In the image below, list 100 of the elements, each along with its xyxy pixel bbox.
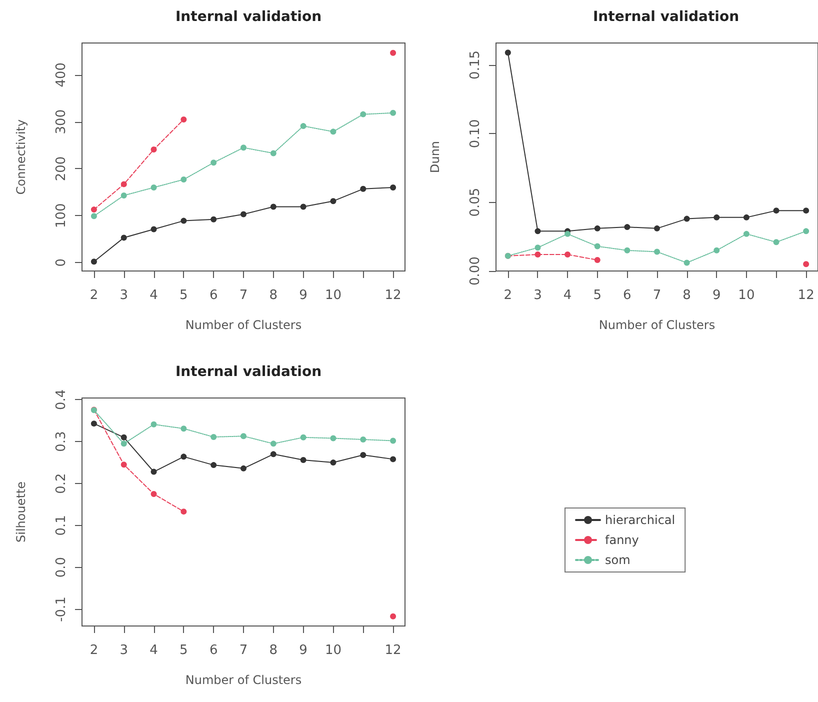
point bbox=[534, 228, 541, 234]
x-tick-label: 5 bbox=[180, 643, 188, 658]
y-axis-title: Silhouette bbox=[14, 481, 28, 543]
x-tick-label: 10 bbox=[738, 288, 755, 303]
x-tick-label: 8 bbox=[269, 288, 278, 303]
point bbox=[714, 247, 720, 254]
y-tick-label: 200 bbox=[54, 156, 69, 182]
point bbox=[504, 50, 511, 56]
legend-label: hierarchical bbox=[605, 513, 676, 527]
point bbox=[773, 239, 780, 246]
point bbox=[180, 176, 187, 183]
x-tick-label: 3 bbox=[534, 288, 542, 303]
point bbox=[90, 420, 97, 427]
x-tick-label: 6 bbox=[209, 288, 218, 303]
x-tick-label: 4 bbox=[150, 288, 158, 303]
point bbox=[594, 257, 600, 264]
y-tick-label: 300 bbox=[54, 109, 69, 134]
point bbox=[684, 216, 690, 222]
x-tick-label: 8 bbox=[682, 288, 691, 303]
point bbox=[654, 248, 660, 255]
point bbox=[390, 456, 396, 462]
point bbox=[390, 184, 396, 190]
x-tick-label: 2 bbox=[504, 288, 512, 303]
point bbox=[270, 204, 276, 210]
chart-title: Internal validation bbox=[592, 9, 740, 25]
point bbox=[270, 451, 276, 458]
x-tick-label: 7 bbox=[652, 288, 662, 303]
x-tick-label: 5 bbox=[593, 288, 602, 303]
x-tick-label: 3 bbox=[120, 288, 128, 303]
x-tick-label: 10 bbox=[324, 643, 342, 658]
point bbox=[330, 435, 336, 442]
point bbox=[534, 252, 541, 258]
point bbox=[120, 234, 127, 241]
y-tick-label: 0.4 bbox=[54, 389, 69, 410]
point bbox=[210, 434, 217, 440]
y-tick-label: -0.1 bbox=[54, 596, 69, 622]
point bbox=[594, 243, 600, 250]
y-tick-label: 0.00 bbox=[468, 256, 483, 286]
x-tick-label: 12 bbox=[384, 288, 402, 303]
x-tick-label: 9 bbox=[299, 288, 308, 303]
point bbox=[120, 440, 127, 447]
point bbox=[180, 116, 187, 122]
point bbox=[803, 228, 810, 234]
point bbox=[390, 110, 396, 116]
point bbox=[240, 144, 246, 151]
point bbox=[773, 208, 780, 214]
y-tick-label: 0.05 bbox=[468, 188, 483, 217]
point bbox=[714, 214, 720, 220]
y-axis-title: Connectivity bbox=[14, 119, 28, 195]
x-tick-label: 2 bbox=[90, 643, 98, 658]
point bbox=[150, 184, 157, 190]
point bbox=[330, 128, 336, 135]
point bbox=[360, 436, 366, 442]
y-tick-label: 0.15 bbox=[468, 50, 483, 80]
point bbox=[743, 230, 750, 237]
point bbox=[150, 146, 157, 152]
x-tick-label: 8 bbox=[269, 643, 278, 658]
point bbox=[300, 434, 306, 440]
x-tick-label: 7 bbox=[239, 643, 248, 658]
y-tick-label: 0.0 bbox=[54, 556, 69, 578]
point bbox=[150, 421, 157, 428]
x-tick-label: 10 bbox=[324, 288, 342, 303]
chart-title: Internal validation bbox=[175, 364, 322, 380]
legend-label: som bbox=[605, 553, 630, 567]
point bbox=[330, 460, 336, 466]
x-axis-title: Number of Clusters bbox=[185, 318, 302, 332]
point bbox=[564, 230, 571, 237]
x-tick-label: 5 bbox=[180, 288, 188, 303]
point bbox=[210, 216, 217, 222]
point bbox=[240, 211, 246, 218]
point bbox=[120, 181, 127, 188]
x-tick-label: 12 bbox=[798, 288, 814, 303]
point bbox=[684, 260, 690, 266]
x-tick-label: 4 bbox=[563, 288, 572, 303]
point bbox=[360, 111, 366, 118]
y-tick-label: 0 bbox=[54, 258, 69, 267]
x-axis-title: Number of Clusters bbox=[598, 318, 716, 332]
x-tick-label: 3 bbox=[120, 643, 128, 658]
y-tick-label: 0.3 bbox=[54, 431, 69, 452]
point bbox=[360, 452, 366, 458]
point bbox=[90, 206, 97, 213]
point bbox=[390, 438, 396, 444]
point bbox=[270, 150, 276, 156]
point bbox=[150, 490, 157, 497]
x-tick-label: 6 bbox=[209, 643, 218, 658]
point bbox=[120, 434, 127, 440]
y-tick-label: 0.2 bbox=[54, 473, 69, 494]
x-tick-label: 9 bbox=[712, 288, 721, 303]
point bbox=[624, 224, 630, 230]
point bbox=[654, 225, 660, 232]
point bbox=[120, 192, 127, 198]
x-tick-label: 6 bbox=[623, 288, 632, 303]
x-axis-title: Number of Clusters bbox=[185, 673, 302, 687]
point bbox=[240, 433, 246, 440]
x-tick-label: 4 bbox=[150, 643, 158, 658]
point bbox=[594, 225, 600, 232]
point bbox=[210, 462, 217, 468]
y-tick-label: 100 bbox=[54, 203, 69, 228]
point bbox=[534, 244, 541, 251]
point bbox=[180, 454, 187, 460]
